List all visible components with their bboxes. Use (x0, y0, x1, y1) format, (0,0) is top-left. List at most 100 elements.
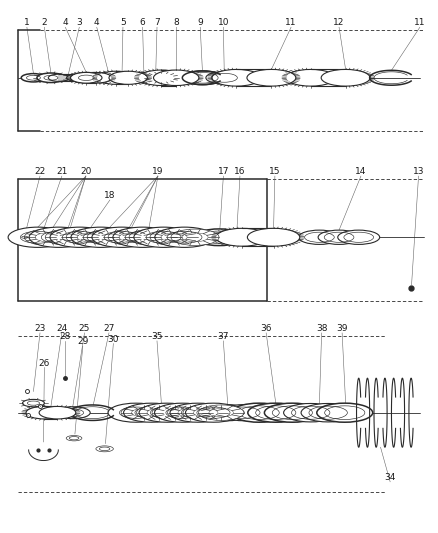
Ellipse shape (55, 407, 90, 418)
Text: 38: 38 (316, 324, 327, 333)
Ellipse shape (22, 399, 44, 407)
Text: 23: 23 (34, 324, 46, 333)
Ellipse shape (45, 229, 93, 246)
Ellipse shape (37, 73, 65, 83)
Text: 11: 11 (414, 18, 426, 27)
Ellipse shape (121, 405, 166, 421)
Text: 10: 10 (218, 18, 229, 27)
Ellipse shape (155, 227, 214, 247)
Text: 4: 4 (63, 18, 68, 27)
Text: 27: 27 (103, 324, 115, 333)
Ellipse shape (153, 70, 199, 85)
Text: 16: 16 (234, 167, 246, 176)
Ellipse shape (80, 72, 112, 83)
Ellipse shape (66, 435, 82, 441)
Text: 5: 5 (120, 18, 126, 27)
Ellipse shape (129, 229, 177, 246)
Text: 19: 19 (152, 167, 164, 176)
Ellipse shape (318, 230, 360, 245)
Text: 28: 28 (60, 332, 71, 341)
Text: 35: 35 (151, 332, 163, 341)
Text: 34: 34 (385, 473, 396, 482)
Ellipse shape (286, 69, 335, 86)
Ellipse shape (109, 71, 148, 84)
Ellipse shape (171, 229, 219, 246)
Ellipse shape (130, 73, 158, 83)
Text: 39: 39 (336, 324, 348, 333)
Ellipse shape (145, 74, 167, 82)
Ellipse shape (155, 403, 210, 422)
Ellipse shape (71, 227, 131, 247)
Ellipse shape (220, 405, 267, 421)
Text: 36: 36 (261, 324, 272, 333)
Ellipse shape (212, 69, 261, 86)
Ellipse shape (108, 229, 156, 246)
Text: 20: 20 (80, 167, 92, 176)
Text: 26: 26 (39, 359, 50, 368)
Text: 21: 21 (56, 167, 67, 176)
Ellipse shape (338, 230, 380, 245)
Ellipse shape (92, 227, 151, 247)
Text: 11: 11 (285, 18, 297, 27)
Text: 29: 29 (77, 337, 88, 346)
Ellipse shape (139, 70, 184, 85)
Ellipse shape (139, 403, 195, 422)
Ellipse shape (21, 74, 46, 82)
Ellipse shape (24, 229, 72, 246)
Ellipse shape (8, 227, 67, 247)
Ellipse shape (284, 403, 338, 422)
Ellipse shape (134, 227, 193, 247)
Ellipse shape (108, 403, 164, 422)
Ellipse shape (66, 229, 114, 246)
Text: 2: 2 (42, 18, 47, 27)
Ellipse shape (50, 227, 110, 247)
Text: 15: 15 (269, 167, 281, 176)
Ellipse shape (215, 230, 258, 245)
Ellipse shape (206, 71, 243, 84)
Ellipse shape (113, 227, 172, 247)
Ellipse shape (137, 405, 182, 421)
Ellipse shape (231, 403, 287, 422)
Ellipse shape (204, 405, 251, 421)
Text: 30: 30 (108, 335, 119, 344)
Ellipse shape (97, 71, 135, 84)
Ellipse shape (182, 71, 223, 85)
Ellipse shape (152, 405, 198, 421)
Text: 9: 9 (198, 18, 203, 27)
Ellipse shape (67, 74, 88, 82)
Text: 37: 37 (218, 332, 229, 341)
Ellipse shape (247, 69, 296, 86)
Ellipse shape (71, 72, 102, 83)
Ellipse shape (150, 229, 198, 246)
Ellipse shape (247, 228, 300, 246)
Text: 14: 14 (355, 167, 367, 176)
Text: 7: 7 (154, 18, 160, 27)
Ellipse shape (301, 403, 355, 422)
Ellipse shape (170, 403, 226, 422)
Text: 12: 12 (333, 18, 345, 27)
Ellipse shape (19, 236, 30, 239)
Ellipse shape (71, 72, 102, 83)
Text: 3: 3 (76, 18, 82, 27)
Ellipse shape (216, 228, 268, 246)
Ellipse shape (29, 227, 88, 247)
Text: 8: 8 (174, 18, 180, 27)
Text: 6: 6 (140, 18, 145, 27)
Ellipse shape (317, 403, 373, 422)
Ellipse shape (298, 230, 340, 245)
Ellipse shape (198, 405, 244, 421)
Text: 25: 25 (79, 324, 90, 333)
Ellipse shape (48, 74, 69, 82)
Ellipse shape (87, 229, 135, 246)
Ellipse shape (39, 407, 76, 419)
Ellipse shape (99, 74, 120, 82)
Text: 17: 17 (218, 167, 229, 176)
Ellipse shape (186, 403, 241, 422)
Ellipse shape (321, 69, 370, 86)
Text: 4: 4 (94, 18, 99, 27)
Text: 1: 1 (24, 18, 30, 27)
Ellipse shape (194, 229, 244, 246)
Text: 18: 18 (104, 191, 116, 200)
Ellipse shape (265, 403, 320, 422)
Ellipse shape (124, 403, 180, 422)
